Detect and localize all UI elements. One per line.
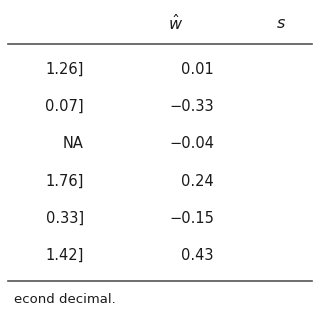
Text: −0.33: −0.33	[169, 99, 214, 114]
Text: 0.43: 0.43	[181, 248, 214, 263]
Text: −0.15: −0.15	[169, 211, 214, 226]
Text: NA: NA	[63, 136, 84, 151]
Text: 1.26]: 1.26]	[45, 62, 84, 77]
Text: $\hat{w}$: $\hat{w}$	[168, 14, 183, 33]
Text: 0.07]: 0.07]	[45, 99, 84, 114]
Text: 0.24: 0.24	[181, 173, 214, 188]
Text: econd decimal.: econd decimal.	[14, 293, 116, 306]
Text: $s$: $s$	[276, 16, 285, 31]
Text: 0.01: 0.01	[181, 62, 214, 77]
Text: 1.76]: 1.76]	[45, 173, 84, 188]
Text: 1.42]: 1.42]	[45, 248, 84, 263]
Text: −0.04: −0.04	[169, 136, 214, 151]
Text: 0.33]: 0.33]	[46, 211, 84, 226]
